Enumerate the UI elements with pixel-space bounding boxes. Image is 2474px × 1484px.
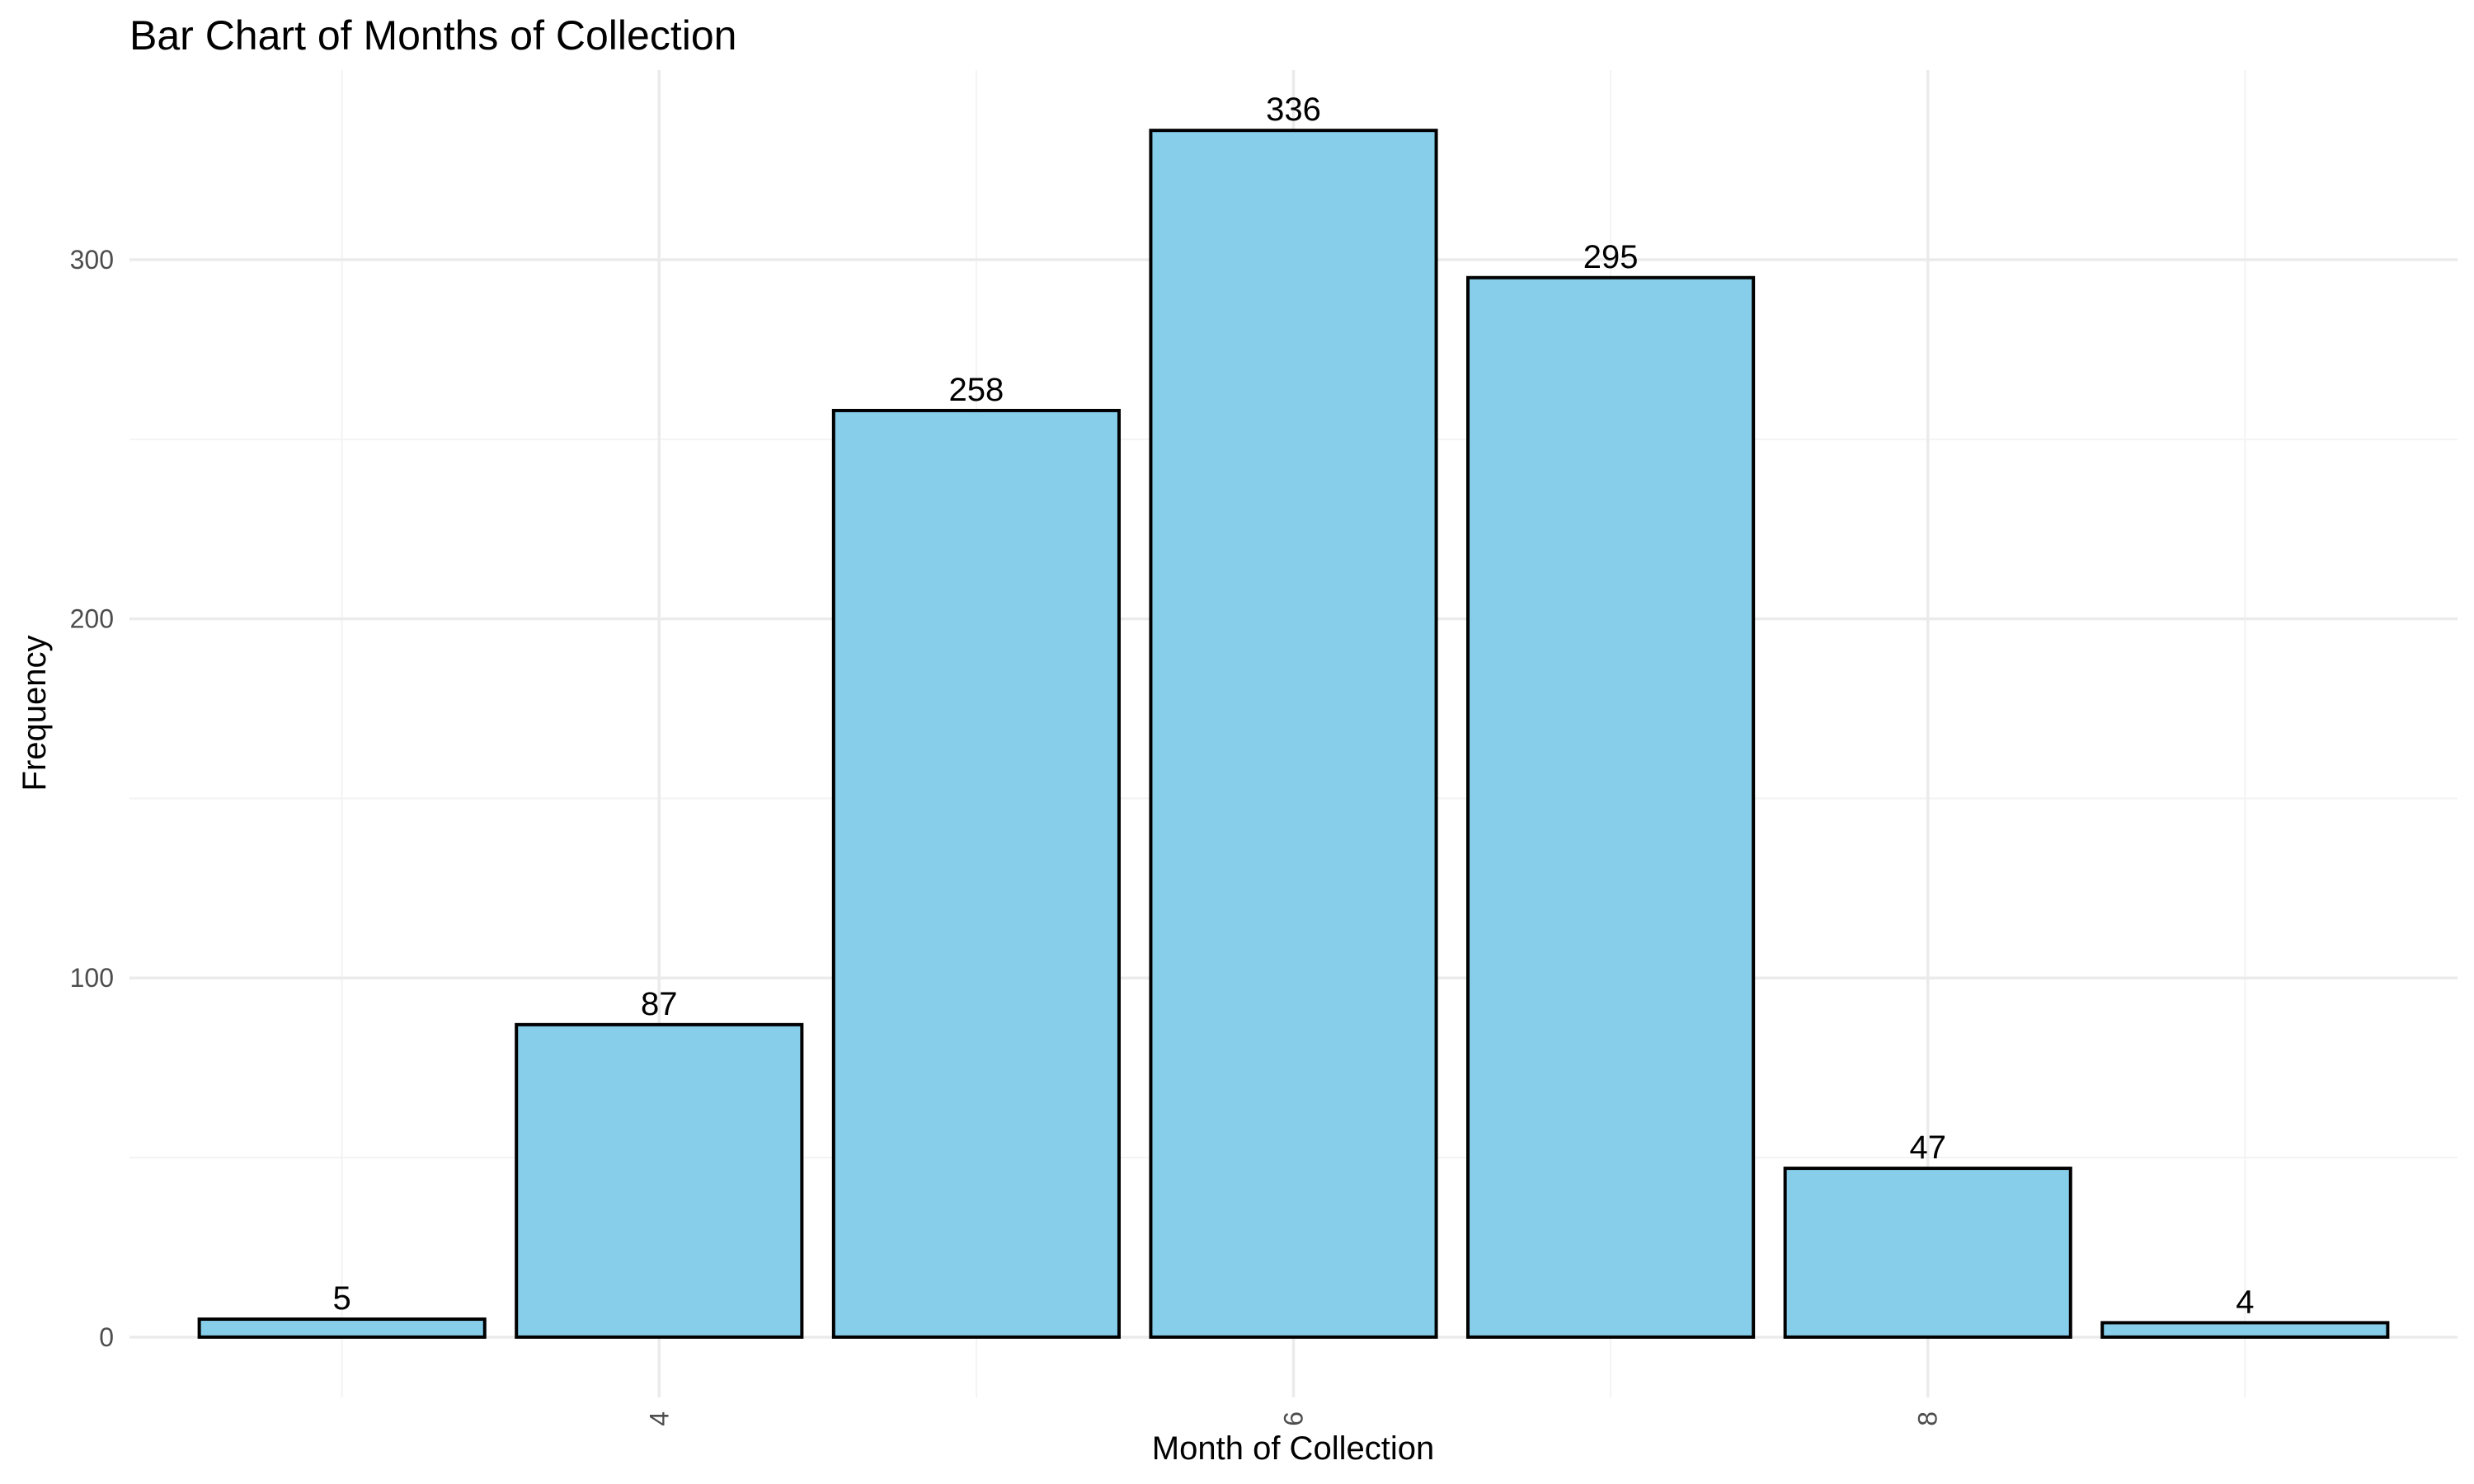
data-label: 336	[1266, 92, 1321, 128]
bar	[1466, 275, 1756, 1339]
chart-title: Bar Chart of Months of Collection	[129, 12, 736, 59]
x-tick-label: 8	[1913, 1411, 1943, 1426]
bar	[197, 1317, 487, 1339]
data-labels: 5 87 258 336 295 47 4	[333, 92, 2255, 1320]
data-label: 295	[1583, 239, 1639, 275]
data-label: 258	[949, 372, 1004, 408]
data-label: 47	[1909, 1129, 1946, 1166]
data-label: 5	[333, 1280, 351, 1317]
bar	[1783, 1167, 2072, 1339]
x-tick-label: 6	[1279, 1411, 1309, 1426]
y-tick-label: 0	[99, 1322, 114, 1352]
data-label: 4	[2236, 1284, 2254, 1320]
bars	[197, 129, 2390, 1339]
y-axis-title: Frequency	[16, 636, 53, 791]
bar	[831, 408, 1121, 1339]
x-tick-label: 4	[644, 1411, 674, 1426]
y-tick-label: 300	[70, 245, 114, 275]
bar	[2100, 1321, 2390, 1339]
bar	[1149, 129, 1438, 1339]
y-tick-label: 100	[70, 963, 114, 993]
data-label: 87	[641, 986, 678, 1022]
y-axis-ticks: 0 100 200 300	[70, 245, 114, 1352]
bar	[515, 1022, 804, 1339]
y-tick-label: 200	[70, 604, 114, 634]
x-axis-ticks: 4 6 8	[644, 1411, 1942, 1426]
x-axis-title: Month of Collection	[1152, 1430, 1434, 1467]
